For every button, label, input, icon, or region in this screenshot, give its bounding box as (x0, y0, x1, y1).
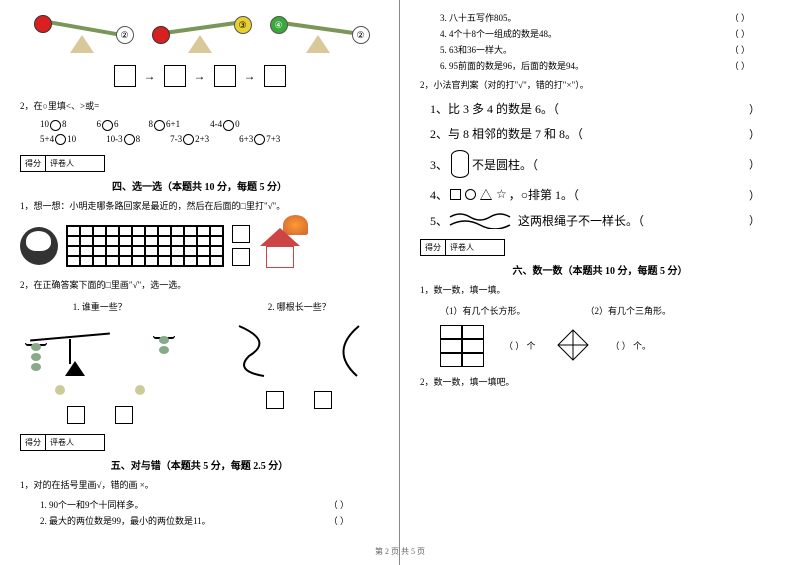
cylinder-icon (451, 150, 469, 178)
count-shapes: （ ） 个 （ ） 个。 (440, 325, 780, 367)
circle-icon (465, 189, 476, 200)
tf-item-5: 5. 63和36一样大。（ ） (440, 43, 780, 56)
tf-item-2: 2. 最大的两位数是99，最小的两位数是11。（ ） (40, 514, 379, 527)
tf-item-4: 4. 4个十8个一组成的数是48。（ ） (440, 27, 780, 40)
s5-q2: 2，小法官判案（对的打"√"，错的打"×"）。 (420, 78, 780, 92)
compare-row-2: 5+410 10-38 7-32+3 6+37+3 (40, 134, 379, 145)
section-6-title: 六、数一数（本题共 10 分，每题 5 分） (420, 262, 780, 277)
s5-q1: 1，对的在括号里画√，错的画 ×。 (20, 478, 379, 492)
tf-item-1: 1. 90个一和9个十同样多。（ ） (40, 498, 379, 511)
s4-q2: 2，在正确答案下面的□里画"√"，选一选。 (20, 278, 379, 292)
tf-item-3: 3. 八十五写作805。（ ） (440, 11, 780, 24)
balance-diagram: ② ③ ④ ② (20, 8, 379, 53)
s6-q2: 2，数一数，填一填吧。 (420, 375, 780, 389)
q-longer: 2. 哪根长一些？ (220, 300, 380, 313)
tf-item-6: 6. 95前面的数是96，后面的数是94。（ ） (440, 59, 780, 72)
s6-q1b: （2）有几个三角形。 (586, 304, 672, 317)
s4-q1: 1，想一想：小明走哪条路回家是最近的，然后在后面的□里打"√"。 (20, 199, 379, 213)
s6-q1: 1，数一数，填一填。 (420, 283, 780, 297)
judge-1: 1、比 3 多 4 的数是 6。（ ） (430, 100, 780, 117)
scale-comparison: 1. 谁重一些？ 2. 哪根长一些？ (20, 300, 379, 424)
house-icon (258, 223, 303, 268)
wave-icon (448, 211, 518, 229)
score-box-4: 得分 评卷人 (20, 155, 105, 172)
judge-2: 2、与 8 相邻的数是 7 和 8。（ ） (430, 125, 780, 142)
square-icon (450, 189, 461, 200)
s6-q1a: （1）有几个长方形。 (440, 304, 526, 317)
q2-compare-title: 2，在○里填<、>或= (20, 99, 379, 113)
judge-4: 4、 ☆ ，○排第 1。（ ） (430, 186, 780, 203)
rectangles-grid (440, 325, 484, 367)
left-column: ② ③ ④ ② → → → 2，在○里填<、>或= 108 66 (0, 0, 400, 565)
grid-path-diagram (20, 220, 379, 272)
compare-row-1: 108 66 86+1 4-40 (40, 119, 379, 130)
box-sequence: → → → (20, 65, 379, 87)
star-icon: ☆ (496, 189, 507, 200)
section-4-title: 四、选一选（本题共 10 分，每题 5 分） (20, 178, 379, 193)
q-heavier: 1. 谁重一些？ (20, 300, 180, 313)
judge-3: 3、 不是圆柱。（ ） (430, 150, 780, 178)
triangle-icon (480, 189, 492, 200)
section-5-title: 五、对与错（本题共 5 分，每题 2.5 分） (20, 457, 379, 472)
character-icon (20, 227, 58, 265)
triangle-split-icon (556, 328, 591, 363)
judge-5: 5、 这两根绳子不一样长。（ ） (430, 211, 780, 229)
score-box-5: 得分 评卷人 (20, 434, 105, 451)
score-box-6: 得分 评卷人 (420, 239, 505, 256)
right-column: 3. 八十五写作805。（ ） 4. 4个十8个一组成的数是48。（ ） 5. … (400, 0, 800, 565)
page-number: 第 2 页 共 5 页 (375, 546, 425, 557)
